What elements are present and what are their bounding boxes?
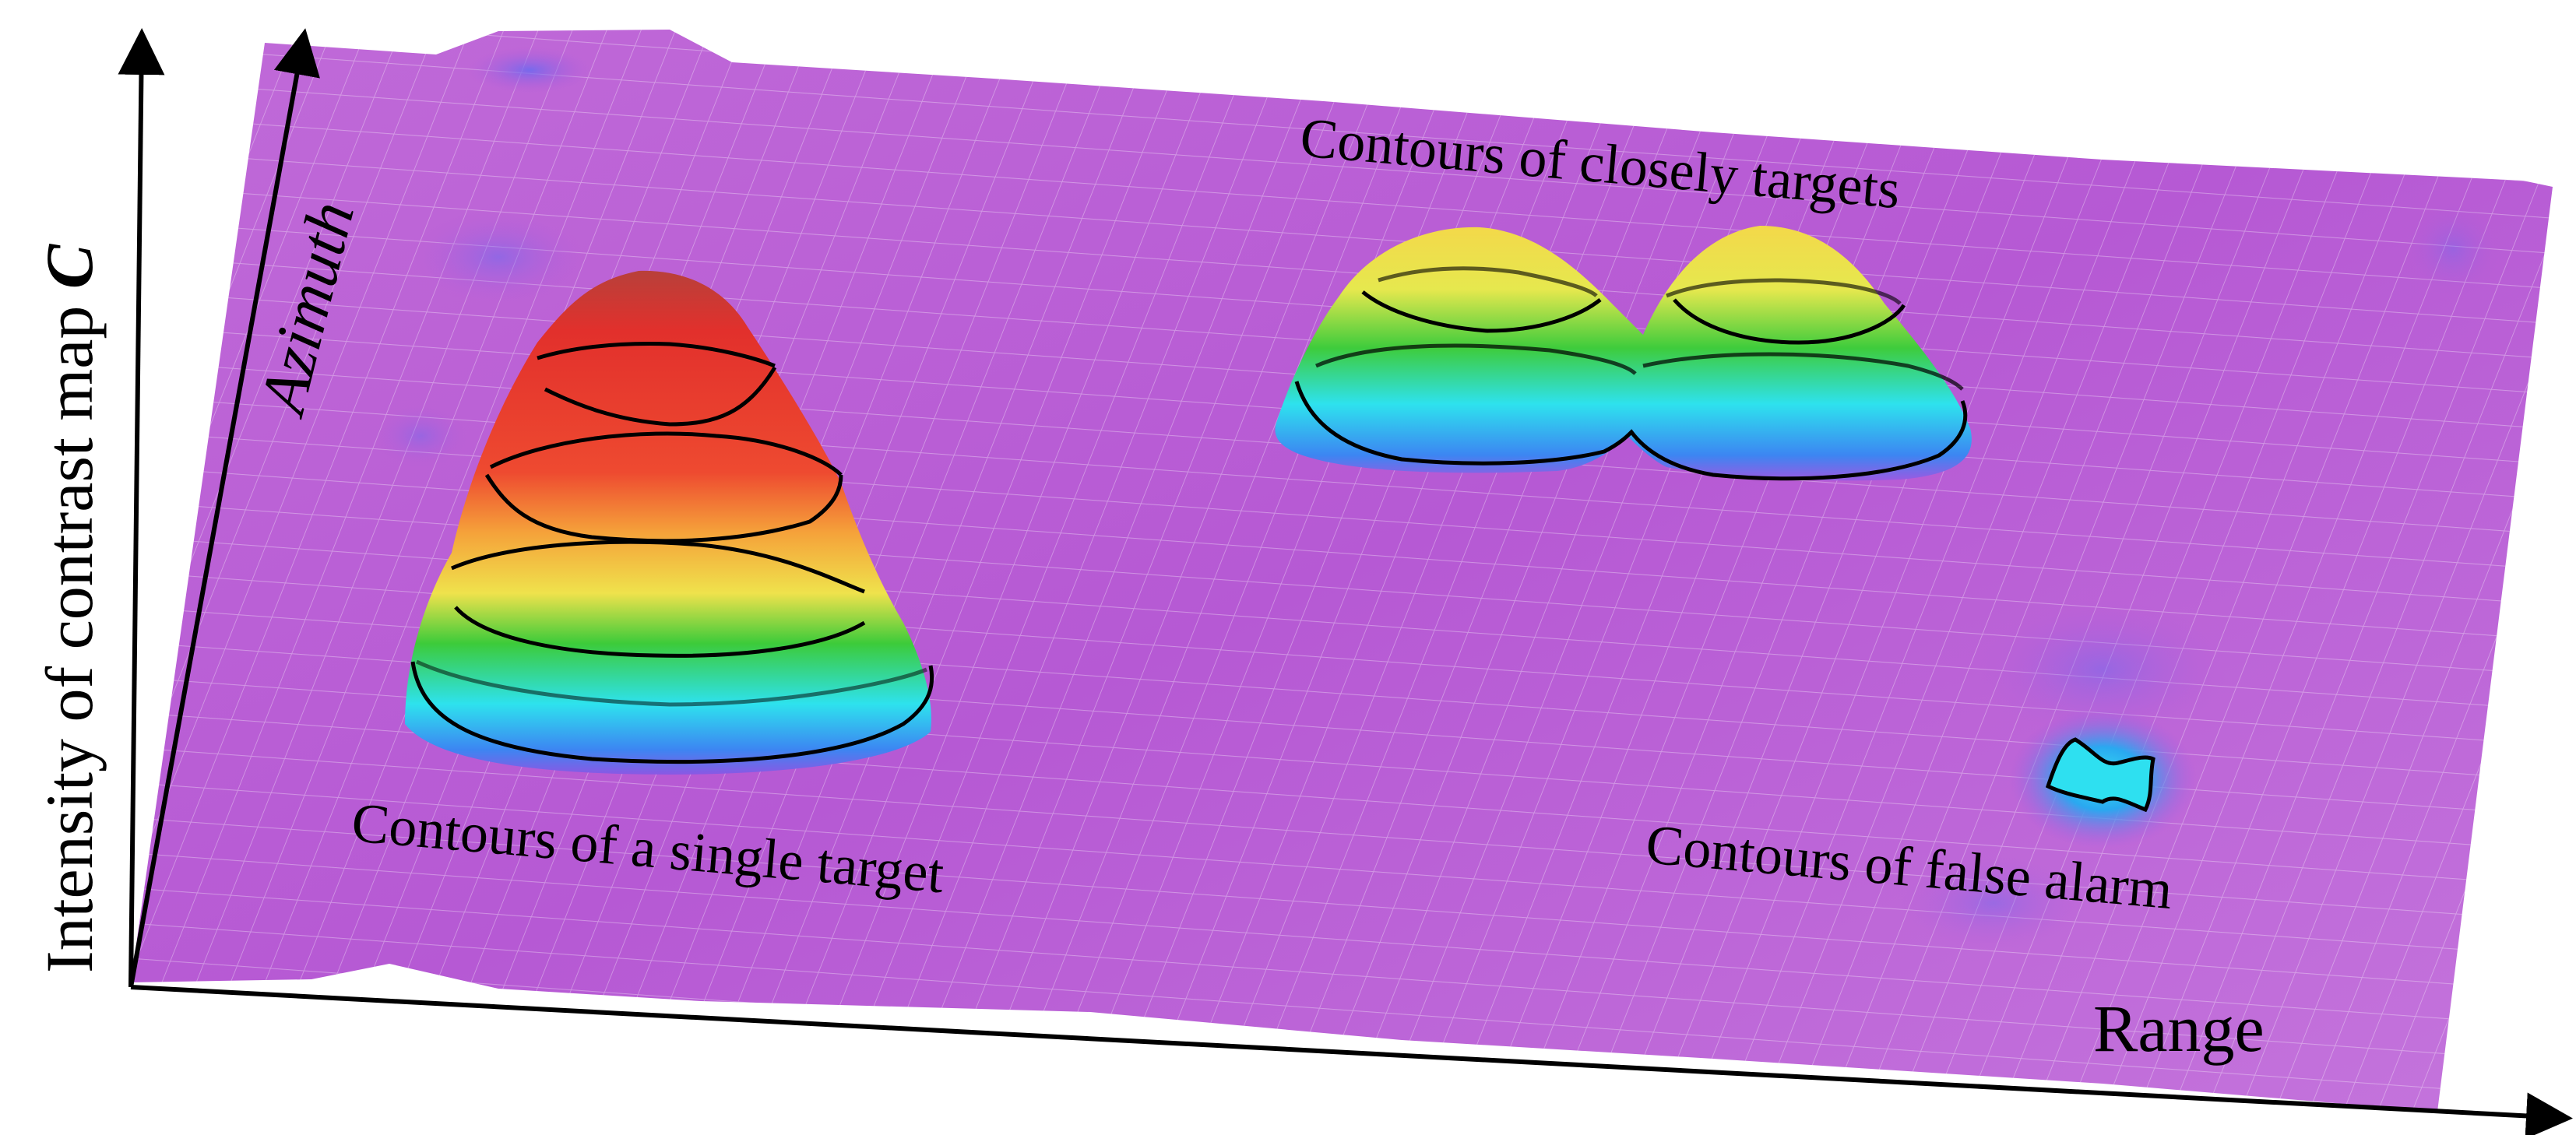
single-target-peak <box>405 270 934 775</box>
closely-targets-peaks <box>1275 226 1972 481</box>
vertical-axis <box>118 28 165 988</box>
contrast-surface <box>131 30 2553 1112</box>
axes <box>118 28 2573 1135</box>
vertical-axis-label: Intensity of contrast map C <box>32 243 107 973</box>
range-label: Range <box>2093 991 2265 1066</box>
false-alarm-blob <box>2009 708 2196 849</box>
azimuth-axis <box>128 28 320 988</box>
range-axis <box>130 985 2573 1135</box>
